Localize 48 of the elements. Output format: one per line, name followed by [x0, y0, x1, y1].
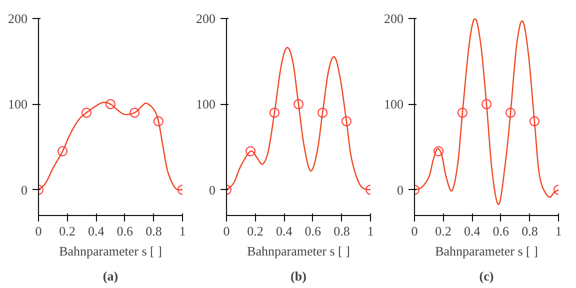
- y-tick-label: 0: [209, 182, 216, 198]
- point: [482, 99, 492, 110]
- x-tick-label: 0.2: [247, 224, 264, 238]
- point: [246, 146, 256, 156]
- x-tick-label: 1: [367, 224, 374, 238]
- x-tick-label: 0: [411, 224, 418, 238]
- y-tick-label: 100: [384, 96, 404, 112]
- x-tick-label: 0: [35, 224, 42, 238]
- point: [269, 108, 280, 118]
- x-tick-label: 1: [179, 224, 186, 238]
- point: [434, 146, 444, 156]
- point: [457, 108, 468, 118]
- point: [153, 116, 164, 126]
- point: [106, 99, 116, 110]
- text: (b): [290, 268, 306, 284]
- x-axis-title: Bahnparameter s [ ]: [247, 244, 350, 258]
- x-tick-label: 0.2: [59, 224, 76, 238]
- x-tick-label: 0.8: [334, 224, 350, 238]
- x-tick-label: 1: [555, 224, 562, 238]
- x-tick-label: 0.8: [522, 224, 538, 238]
- x-tick-label: 0.8: [146, 224, 162, 238]
- y-tick-label: 0: [397, 182, 404, 198]
- text: (a): [102, 268, 118, 284]
- x-tick-label: 0.6: [492, 224, 510, 238]
- x-tick-label: 0.4: [464, 224, 481, 238]
- point: [318, 108, 328, 118]
- point: [529, 116, 540, 126]
- x-axis-title: Bahnparameter s [ ]: [435, 244, 538, 258]
- point: [81, 108, 92, 118]
- x-tick-label: 0: [223, 224, 230, 238]
- y-tick-label: 100: [196, 96, 216, 112]
- x-tick-label: 0.4: [276, 224, 293, 238]
- y-tick-label: 200: [196, 11, 216, 26]
- y-tick-label: 100: [8, 96, 28, 112]
- y-tick-label: 200: [8, 11, 28, 26]
- y-tick-label: 0: [21, 182, 28, 198]
- point: [341, 116, 352, 126]
- x-tick-label: 0.2: [435, 224, 452, 238]
- x-tick-label: 0.6: [304, 224, 322, 238]
- x-axis-title: Bahnparameter s [ ]: [59, 244, 162, 258]
- point: [506, 108, 516, 118]
- y-tick-label: 200: [384, 11, 404, 26]
- x-tick-label: 0.4: [88, 224, 105, 238]
- text: (c): [479, 268, 494, 284]
- point: [58, 146, 68, 156]
- point: [130, 108, 140, 118]
- point: [294, 99, 304, 110]
- x-tick-label: 0.6: [116, 224, 134, 238]
